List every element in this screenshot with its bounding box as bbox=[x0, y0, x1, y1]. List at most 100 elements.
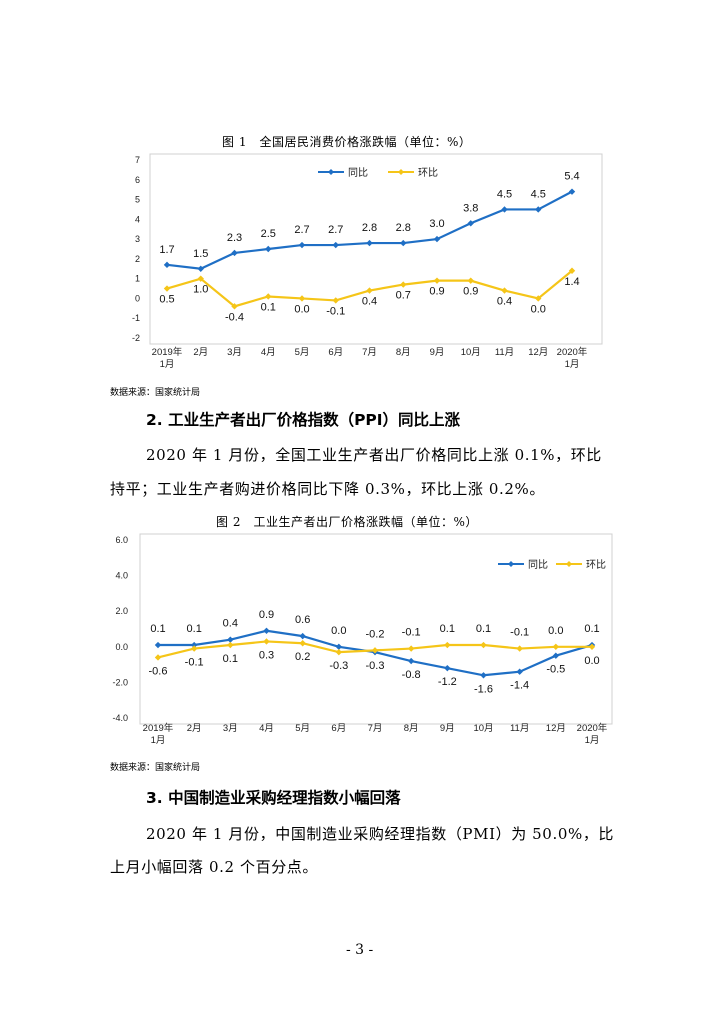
fig1-y-tick-label: 5 bbox=[135, 195, 140, 205]
fig2-data-label-mom: -0.6 bbox=[149, 665, 168, 677]
fig2-data-label-yoy: 0.6 bbox=[295, 614, 310, 626]
fig1-point-yoy bbox=[400, 239, 407, 247]
fig2-x-tick-label: 2020年 1月 bbox=[577, 722, 608, 746]
fig2-x-tick-label: 10月 bbox=[473, 723, 493, 734]
fig1-data-label-yoy: 2.7 bbox=[328, 224, 343, 236]
fig1-point-yoy bbox=[366, 239, 373, 247]
fig2-data-label-yoy: 0.0 bbox=[331, 625, 346, 637]
figure2-caption: 图 2 工业生产者出厂价格涨跌幅（单位：%） bbox=[216, 515, 478, 529]
fig1-point-yoy bbox=[501, 206, 508, 213]
fig2-data-label-yoy: 0.1 bbox=[584, 623, 599, 635]
fig1-data-label-mom: 1.4 bbox=[564, 276, 579, 288]
fig1-x-tick-label: 7月 bbox=[362, 347, 377, 358]
fig1-y-tick-label: 3 bbox=[135, 234, 140, 244]
fig2-x-tick-label: 2月 bbox=[187, 723, 202, 734]
fig1-data-label-yoy: 2.3 bbox=[227, 232, 242, 244]
fig2-x-tick-label: 6月 bbox=[331, 723, 346, 734]
fig1-point-yoy bbox=[163, 261, 171, 269]
fig2-data-label-mom: 0.2 bbox=[295, 651, 310, 663]
section2-heading: 2. 工业生产者出厂价格指数（PPI）同比上涨 bbox=[146, 411, 461, 429]
section2-line-1: 2020 年 1 月份，全国工业生产者出厂价格同比上涨 0.1%，环比 bbox=[146, 446, 602, 464]
fig2-data-label-yoy: 0.1 bbox=[150, 623, 165, 635]
fig1-data-label-mom: 0.1 bbox=[261, 301, 276, 313]
fig2-point-mom bbox=[552, 643, 560, 650]
fig1-point-mom bbox=[332, 297, 339, 304]
fig1-y-tick-label: 2 bbox=[135, 254, 140, 264]
fig2-point-mom bbox=[516, 645, 523, 652]
fig2-point-yoy bbox=[154, 641, 162, 649]
fig1-data-label-yoy: 2.8 bbox=[362, 222, 377, 234]
fig1-point-mom bbox=[400, 281, 407, 288]
fig2-point-mom bbox=[480, 641, 487, 649]
fig1-point-yoy bbox=[433, 235, 441, 243]
fig2-point-mom bbox=[263, 638, 270, 645]
fig1-data-label-mom: -0.4 bbox=[225, 311, 244, 323]
fig2-data-label-mom: 0.3 bbox=[259, 649, 274, 661]
fig1-point-mom bbox=[265, 293, 272, 300]
fig1-data-label-yoy: 2.5 bbox=[261, 228, 276, 240]
fig2-point-yoy bbox=[552, 652, 560, 659]
fig1-x-tick-label: 9月 bbox=[430, 347, 445, 358]
fig2-point-mom bbox=[154, 654, 162, 661]
fig2-data-label-mom: 0.1 bbox=[223, 653, 238, 665]
fig1-point-mom bbox=[568, 267, 576, 274]
fig2-point-mom bbox=[444, 641, 451, 649]
fig2-data-label-mom: -0.1 bbox=[185, 657, 204, 669]
section3-line-2: 上月小幅回落 0.2 个百分点。 bbox=[110, 858, 318, 876]
fig1-y-tick-label: -2 bbox=[132, 333, 140, 343]
fig2-point-mom bbox=[371, 647, 379, 654]
fig1-x-tick-label: 5月 bbox=[295, 347, 310, 358]
fig1-data-label-mom: 0.4 bbox=[497, 296, 512, 308]
fig1-point-mom bbox=[298, 295, 306, 302]
figure2-chart: -4.0 -2.0 0.0 2.0 4.0 6.0 2019年 1月 2月 3月 4月 5月 6月 7月 8… bbox=[112, 533, 613, 746]
fig2-x-tick-label: 5月 bbox=[295, 723, 310, 734]
fig2-point-mom bbox=[299, 640, 306, 647]
fig1-point-mom bbox=[467, 277, 474, 284]
fig2-data-label-mom: 0.1 bbox=[476, 623, 491, 635]
fig2-point-yoy bbox=[263, 627, 270, 634]
fig1-point-mom bbox=[366, 287, 373, 294]
fig2-x-tick-label: 8月 bbox=[404, 723, 419, 734]
fig2-point-yoy bbox=[480, 672, 487, 679]
fig2-x-tick-label: 12月 bbox=[546, 723, 566, 734]
fig1-point-yoy bbox=[231, 249, 238, 257]
fig2-data-label-mom: 0.1 bbox=[440, 623, 455, 635]
fig1-x-tick-label: 8月 bbox=[396, 347, 411, 358]
fig2-point-yoy bbox=[299, 632, 306, 640]
fig1-point-yoy bbox=[265, 245, 272, 253]
figure1-caption: 图 1 全国居民消费价格涨跌幅（单位：%） bbox=[222, 135, 472, 149]
section3-heading: 3. 中国制造业采购经理指数小幅回落 bbox=[146, 789, 401, 807]
fig2-data-label-mom: -0.2 bbox=[366, 628, 385, 640]
figure1-chart: -2 -1 0 1 2 3 4 5 6 7 2019年 1月 2月 3月 4月 5月 6月 7月 8月 9月 10月 11… bbox=[132, 153, 603, 370]
fig1-x-tick-label: 2月 bbox=[193, 347, 208, 358]
fig2-x-tick-label: 11月 bbox=[510, 723, 529, 734]
fig1-data-label-yoy: 5.4 bbox=[564, 171, 579, 183]
fig2-data-label-yoy: 0.9 bbox=[259, 609, 274, 621]
fig1-point-mom bbox=[433, 277, 441, 284]
fig2-point-mom bbox=[407, 645, 415, 652]
fig1-data-label-mom: 0.9 bbox=[463, 286, 478, 298]
fig2-data-label-yoy: -0.8 bbox=[402, 669, 421, 681]
fig2-legend-marker bbox=[566, 561, 572, 567]
fig1-x-tick-label: 12月 bbox=[528, 347, 548, 358]
fig1-data-label-yoy: 2.7 bbox=[294, 224, 309, 236]
page-number: - 3 - bbox=[346, 942, 374, 958]
fig2-x-tick-label: 2019年 1月 bbox=[143, 722, 174, 746]
fig2-data-label-mom: 0.0 bbox=[548, 625, 563, 637]
fig2-point-mom bbox=[227, 641, 234, 649]
fig2-data-label-yoy: 0.4 bbox=[223, 618, 238, 630]
fig1-y-tick-label: -1 bbox=[132, 313, 140, 323]
fig2-data-label-mom: 0.0 bbox=[584, 655, 599, 667]
fig2-x-tick-label: 9月 bbox=[440, 723, 455, 734]
fig1-data-label-yoy: 4.5 bbox=[531, 188, 546, 200]
fig1-plot-area bbox=[149, 153, 603, 345]
section2-line-2: 持平；工业生产者购进价格同比下降 0.3%，环比上涨 0.2%。 bbox=[110, 480, 545, 498]
section3-line-1: 2020 年 1 月份，中国制造业采购经理指数（PMI）为 50.0%，比 bbox=[146, 825, 615, 843]
fig1-legend-label: 同比 bbox=[348, 167, 368, 179]
fig2-x-tick-label: 7月 bbox=[368, 723, 383, 734]
fig1-data-label-yoy: 3.8 bbox=[463, 202, 478, 214]
fig2-data-label-yoy: -1.2 bbox=[438, 676, 457, 688]
fig2-data-label-yoy: -0.3 bbox=[366, 660, 385, 672]
fig2-x-tick-label: 4月 bbox=[259, 723, 274, 734]
figure1-source: 数据来源：国家统计局 bbox=[110, 388, 201, 398]
